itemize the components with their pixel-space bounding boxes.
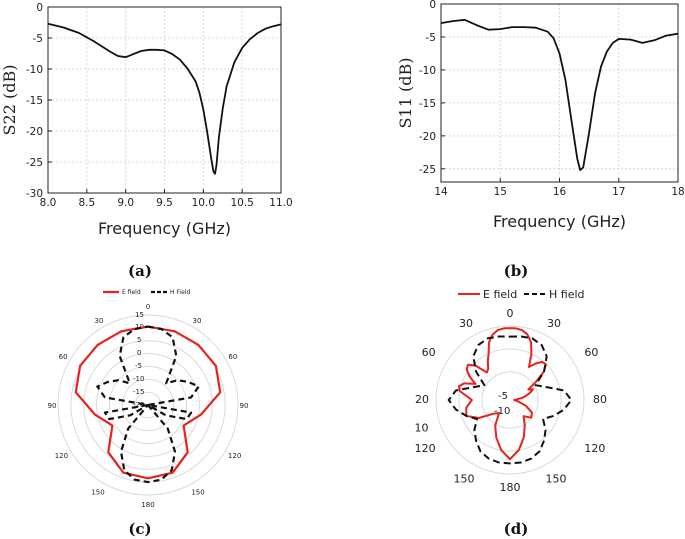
x-tick-label: 16 bbox=[553, 186, 567, 198]
y-tick-label: 0 bbox=[36, 2, 43, 14]
y-tick-label: -20 bbox=[419, 131, 436, 143]
angle-tick-label: 180 bbox=[500, 481, 521, 494]
x-tick-label: 9.0 bbox=[117, 197, 134, 209]
radial-tick-label: -10 bbox=[494, 406, 510, 417]
y-tick-label: 0 bbox=[429, 0, 436, 11]
polar-ring bbox=[83, 340, 213, 470]
y-tick-label: -5 bbox=[426, 32, 436, 44]
polar-ring bbox=[435, 325, 585, 475]
angle-tick-label: 0 bbox=[507, 307, 514, 320]
angle-tick-label: 90 bbox=[240, 402, 249, 410]
angle-tick-label: 30 bbox=[459, 317, 473, 330]
radial-tick-label: -5 bbox=[498, 391, 508, 402]
x-tick-label: 18 bbox=[671, 186, 684, 198]
angle-tick-label: 120 bbox=[415, 442, 436, 455]
x-tick-label: 10.0 bbox=[192, 197, 215, 209]
y-tick-label: -10 bbox=[26, 64, 43, 76]
y-axis-title: S22 (dB) bbox=[0, 65, 19, 136]
angle-tick-label: 10 bbox=[415, 422, 429, 435]
angle-tick-label: 150 bbox=[91, 489, 104, 497]
x-tick-label: 8.0 bbox=[40, 197, 57, 209]
polar-ring bbox=[96, 353, 200, 457]
angle-tick-label: 20 bbox=[415, 393, 429, 406]
angle-tick-label: 60 bbox=[422, 346, 436, 359]
legend-label: H field bbox=[549, 288, 585, 301]
panel-c-polar-chart: 151050-5-10-15-2003060901201501801501209… bbox=[48, 289, 249, 509]
angle-tick-label: 120 bbox=[55, 452, 68, 460]
x-tick-label: 15 bbox=[494, 186, 507, 198]
x-tick-label: 8.5 bbox=[78, 197, 95, 209]
angle-tick-label: 150 bbox=[454, 473, 475, 486]
panel-label-b: (b) bbox=[504, 262, 529, 280]
radial-tick-label: 0 bbox=[137, 349, 141, 357]
x-tick-label: 10.5 bbox=[230, 197, 253, 209]
series-line bbox=[47, 22, 282, 175]
panel-label-a: (a) bbox=[128, 262, 152, 280]
radial-tick-label: -5 bbox=[135, 362, 142, 370]
polar-ring bbox=[458, 348, 562, 452]
y-tick-label: -25 bbox=[26, 157, 43, 169]
y-tick-label: -20 bbox=[26, 126, 43, 138]
e-field-pattern bbox=[74, 325, 222, 480]
h-field-pattern bbox=[96, 325, 200, 484]
x-tick-label: 9.5 bbox=[156, 197, 173, 209]
radial-tick-label: -15 bbox=[133, 388, 144, 396]
legend-label: E field bbox=[483, 288, 517, 301]
legend-label: H Field bbox=[170, 289, 190, 296]
angle-tick-label: 30 bbox=[95, 317, 104, 325]
h-field-pattern bbox=[447, 335, 573, 465]
angle-tick-label: 60 bbox=[584, 346, 598, 359]
panel-b-chart: 14 15 16 17 18 0 -5 -10 -15 -20 -25 Frequency (GHz)… bbox=[396, 0, 685, 231]
x-axis-title: Frequency (GHz) bbox=[98, 219, 231, 238]
angle-tick-label: 60 bbox=[59, 353, 68, 361]
angle-tick-label: 60 bbox=[228, 353, 237, 361]
polar-ring bbox=[57, 314, 239, 496]
angle-tick-label: 150 bbox=[546, 473, 567, 486]
e-field-pattern bbox=[457, 327, 547, 461]
y-tick-label: -15 bbox=[419, 98, 436, 110]
y-tick-label: -25 bbox=[419, 164, 436, 176]
angle-tick-label: 120 bbox=[228, 452, 241, 460]
y-tick-label: -10 bbox=[419, 65, 436, 77]
angle-tick-label: 90 bbox=[48, 402, 57, 410]
angle-tick-label: 80 bbox=[593, 393, 607, 406]
legend-label: E field bbox=[122, 289, 141, 296]
x-tick-label: 17 bbox=[612, 186, 625, 198]
polar-ring bbox=[121, 378, 175, 432]
y-tick-label: -5 bbox=[33, 33, 43, 45]
angle-tick-label: 0 bbox=[146, 303, 150, 311]
panel-a-chart: 8.0 8.5 9.0 9.5 10.0 10.5 11.0 0 -5 -10 -15 -20 -25 -… bbox=[0, 2, 293, 238]
radial-tick-label: -10 bbox=[133, 375, 144, 383]
radial-tick-label: 15 bbox=[135, 311, 144, 319]
angle-tick-label: 150 bbox=[191, 489, 204, 497]
angle-tick-label: 180 bbox=[141, 501, 154, 509]
angle-tick-label: 120 bbox=[584, 442, 605, 455]
y-tick-label: -30 bbox=[26, 188, 43, 200]
x-tick-label: 11.0 bbox=[269, 197, 292, 209]
angle-tick-label: 30 bbox=[547, 317, 561, 330]
x-axis-title: Frequency (GHz) bbox=[493, 212, 626, 231]
y-axis-title: S11 (dB) bbox=[396, 58, 415, 129]
polar-ring bbox=[134, 391, 162, 419]
polar-ring bbox=[481, 371, 539, 429]
angle-tick-label: 30 bbox=[193, 317, 202, 325]
panel-label-c: (c) bbox=[128, 520, 151, 538]
radial-tick-label: 5 bbox=[137, 336, 141, 344]
series-line bbox=[440, 18, 679, 172]
panel-label-d: (d) bbox=[504, 520, 529, 538]
polar-ring bbox=[108, 365, 188, 445]
x-tick-label: 14 bbox=[434, 186, 448, 198]
y-tick-label: -15 bbox=[26, 95, 43, 107]
panel-d-polar-chart: -5 -10 0 30 60 80 120 150 180 150 120 10 20 60 30 E fie… bbox=[415, 288, 607, 494]
radial-tick-label: -20 bbox=[133, 401, 144, 409]
